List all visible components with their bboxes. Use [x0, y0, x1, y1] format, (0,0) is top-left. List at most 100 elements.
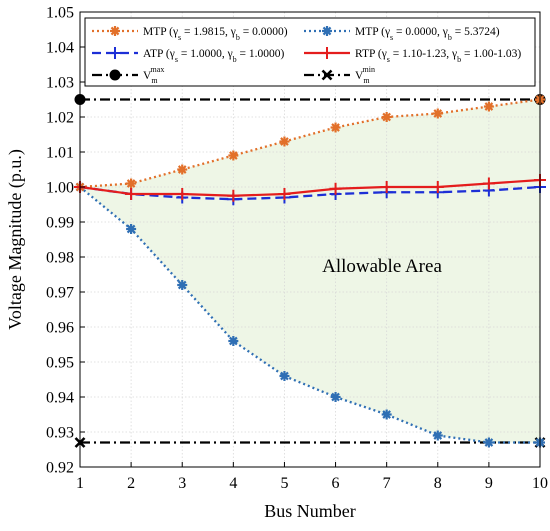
series-point-mtp-upper — [382, 112, 391, 122]
legend-entry-mtp1: MTP (γs = 1.9815, γb = 0.0000) — [143, 26, 288, 42]
legend-atp-mid: = 1.0000, — [178, 48, 228, 60]
legend-mtp1-gamma-s: γ — [172, 26, 178, 38]
series-line-mtp-lower — [79, 186, 540, 444]
legend-rtp-sub-s: s — [387, 55, 390, 64]
x-tick-label: 8 — [434, 475, 442, 492]
legend-swatches — [92, 26, 350, 81]
series-point-mtp-upper — [126, 179, 136, 188]
legend-swatch-marker-vmax — [109, 69, 121, 81]
x-tick-label: 1 — [76, 475, 84, 492]
y-axis-title: Voltage Magnitude (p.u.) — [5, 149, 26, 330]
legend-rtp-gamma-s: γ — [381, 48, 387, 60]
legend-mtp2-mid: = 0.0000, — [393, 26, 443, 38]
x-axis-title: Bus Number — [264, 501, 356, 521]
legend-atp-gamma-b: γ — [227, 48, 233, 60]
y-tick-label: 0.96 — [46, 320, 74, 337]
x-tick-label: 2 — [127, 475, 135, 492]
y-tick-label: 0.94 — [46, 390, 74, 407]
legend-vmin-v: V — [355, 70, 364, 82]
legend-vmin-sup: min — [363, 65, 375, 74]
legend-mtp1-end: = 0.0000) — [240, 26, 288, 38]
series-point-mtp-upper — [177, 165, 187, 174]
series-line-atp — [79, 185, 541, 201]
legend-mtp2-sub-s: s — [390, 33, 393, 42]
x-tick-label: 5 — [280, 475, 288, 492]
series-point-mtp-lower — [382, 410, 391, 419]
legend-mtp2-sub-b: b — [448, 33, 452, 42]
y-tick-label: 0.99 — [46, 215, 74, 232]
legend-entry-rtp: RTP (γs = 1.10-1.23, γb = 1.00-1.03) — [355, 48, 521, 64]
series-point-mtp-lower — [433, 431, 443, 440]
legend-vmax-v: V — [143, 70, 152, 82]
legend-mtp1-sub-s: s — [178, 33, 181, 42]
x-tick-label: 7 — [383, 475, 391, 492]
legend-atp-sub-b: b — [233, 55, 237, 64]
legend-mtp2-gamma-s: γ — [384, 26, 390, 38]
series-point-mtp-lower — [331, 392, 340, 402]
legend-mtp1-sub-b: b — [236, 33, 240, 42]
legend-mtp2-text: MTP ( — [355, 26, 385, 38]
x-tick-label: 9 — [485, 475, 493, 492]
legend-entry-vmin: Vm min — [355, 65, 375, 85]
legend-mtp1-mid: = 1.9815, — [181, 26, 231, 38]
allowable-area-layer — [80, 99, 540, 443]
series-point-mtp-upper — [484, 102, 494, 111]
legend: MTP (γs = 1.9815, γb = 0.0000) MTP (γs =… — [84, 17, 536, 87]
legend-atp-end: = 1.0000) — [237, 48, 285, 60]
series-mtp-upper — [75, 94, 545, 192]
legend-vmax-sup: max — [151, 65, 165, 74]
legend-swatch-marker-vmin — [321, 69, 333, 81]
legend-entry-mtp2: MTP (γs = 0.0000, γb = 5.3724) — [355, 26, 500, 42]
allowable-area-label: Allowable Area — [322, 256, 442, 277]
series-point-mtp-upper — [331, 123, 340, 132]
legend-rtp-end: = 1.00-1.03) — [461, 48, 521, 60]
x-tick-label: 3 — [178, 475, 186, 492]
legend-vmin-sub: m — [363, 76, 370, 85]
legend-swatch-marker-mtp-lower — [322, 26, 332, 36]
legend-rtp-text: RTP ( — [355, 48, 382, 60]
series-point-mtp-upper — [433, 109, 443, 118]
legend-mtp1-gamma-b: γ — [230, 26, 236, 38]
legend-atp-gamma-s: γ — [169, 48, 175, 60]
y-tick-label: 1.01 — [46, 145, 74, 162]
legend-swatch-marker-mtp-upper — [110, 26, 120, 36]
y-tick-label: 0.98 — [46, 250, 74, 267]
series-line-mtp-upper — [79, 98, 541, 189]
legend-mtp1-text: MTP ( — [143, 26, 173, 38]
y-tick-label: 1.04 — [46, 40, 74, 57]
series-line-rtp — [79, 178, 541, 197]
y-tick-label: 1.00 — [46, 180, 74, 197]
y-tick-label: 0.97 — [46, 285, 74, 302]
series-point-mtp-lower — [177, 280, 187, 290]
legend-mtp2-gamma-b: γ — [442, 26, 448, 38]
legend-rtp-sub-b: b — [457, 55, 461, 64]
y-tick-label: 1.03 — [46, 75, 74, 92]
series-point-mtp-lower — [229, 336, 238, 346]
legend-vmax-sub: m — [151, 76, 158, 85]
legend-entry-vmax: Vm max — [143, 65, 164, 85]
legend-rtp-gamma-b: γ — [451, 48, 457, 60]
legend-mtp2-end: = 5.3724) — [452, 26, 500, 38]
legend-entry-atp: ATP (γs = 1.0000, γb = 1.0000) — [143, 48, 285, 64]
series-point-mtp-lower — [126, 224, 136, 234]
x-tick-label: 6 — [332, 475, 340, 492]
legend-atp-text: ATP ( — [143, 48, 170, 60]
x-tick-label: 10 — [532, 475, 548, 492]
y-tick-label: 1.02 — [46, 110, 74, 127]
y-tick-label: 0.93 — [46, 425, 74, 442]
series-point-mtp-upper — [280, 137, 289, 146]
series-point-mtp-lower — [484, 438, 494, 447]
tick-layer: 1 2 3 4 5 6 7 8 9 10 0.92 0.93 0.94 0.95 0.96 0.97 0.98 0… — [46, 5, 548, 493]
y-tick-label: 0.92 — [46, 460, 74, 477]
series-point-mtp-lower — [280, 371, 289, 381]
legend-atp-sub-s: s — [175, 55, 178, 64]
series-point-mtp-upper — [229, 151, 238, 160]
y-tick-label: 1.05 — [46, 5, 74, 22]
legend-rtp-mid: = 1.10-1.23, — [390, 48, 452, 60]
allowable-area-fill — [80, 99, 540, 443]
plot-frame — [79, 11, 541, 468]
y-tick-label: 0.95 — [46, 355, 74, 372]
x-tick-label: 4 — [229, 475, 237, 492]
